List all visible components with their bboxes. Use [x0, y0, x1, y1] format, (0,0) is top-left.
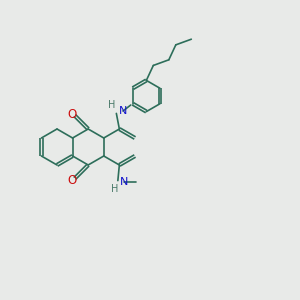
Text: O: O	[67, 173, 76, 187]
Text: N: N	[120, 177, 129, 187]
Text: H: H	[111, 184, 118, 194]
Text: N: N	[119, 106, 127, 116]
Text: O: O	[67, 107, 76, 121]
Text: H: H	[108, 100, 116, 110]
